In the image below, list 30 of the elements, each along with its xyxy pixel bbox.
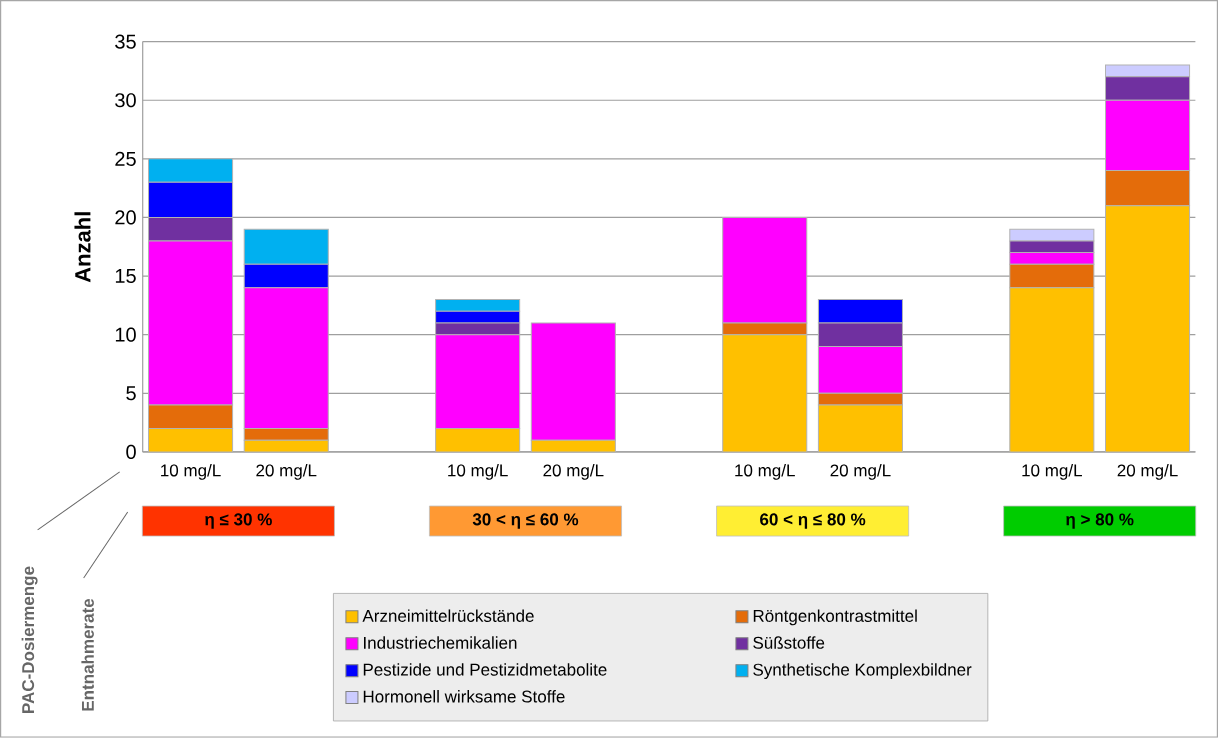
legend-label: Arzneimittelrückstände [362, 609, 534, 623]
y-tick-label: 25 [115, 151, 136, 167]
x-tick-label: 20 mg/L [1117, 464, 1178, 480]
text: η > 80 % [1066, 513, 1134, 529]
x-tick-label: 10 mg/L [448, 464, 508, 480]
y-tick-label: 20 [115, 210, 136, 225]
x-tick-label: 10 mg/L [1022, 464, 1082, 480]
legend-label: Industriechemikalien [364, 636, 517, 649]
legend-label: Synthetische Komplexbildner [753, 663, 972, 680]
x-tick-label: 10 mg/L [161, 464, 221, 480]
x-tick-label: 20 mg/L [830, 464, 891, 480]
y-tick-label: 35 [115, 34, 136, 49]
x-tick-label: 20 mg/L [256, 464, 317, 480]
x-tick-label: 20 mg/L [543, 464, 604, 480]
text: Entnahmerate [81, 599, 94, 711]
y-axis-title: Anzahl [74, 212, 91, 283]
x-tick-label: 10 mg/L [735, 464, 795, 480]
text: 30 < η ≤ 60 % [472, 513, 579, 529]
y-tick-label: 10 [115, 327, 136, 342]
text: 60 < η ≤ 80 % [760, 513, 866, 529]
y-tick-label: 30 [115, 93, 136, 108]
legend-label: Pestizide und Pestizidmetabolite [363, 663, 607, 676]
text: PAC-Dosiermenge [21, 566, 38, 714]
legend-label: Röntgenkontrastmittel [753, 609, 917, 626]
y-tick-label: 15 [115, 269, 136, 284]
legend-label: Hormonell wirksame Stoffe [363, 690, 565, 703]
legend-label: Süßstoffe [753, 636, 825, 649]
text: η ≤ 30 % [205, 513, 272, 529]
y-tick-label: 0 [126, 444, 136, 460]
y-tick-label: 5 [126, 386, 136, 401]
